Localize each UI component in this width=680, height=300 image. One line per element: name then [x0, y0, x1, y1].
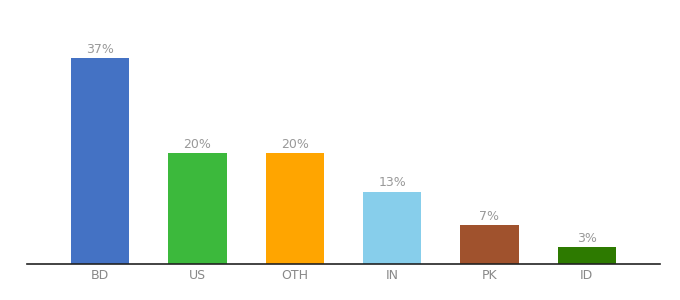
Text: 13%: 13%: [378, 176, 406, 190]
Text: 37%: 37%: [86, 43, 114, 56]
Bar: [71, 58, 129, 264]
Bar: [363, 192, 422, 264]
Bar: [558, 247, 616, 264]
Bar: [460, 225, 519, 264]
Bar: [265, 153, 324, 264]
Bar: [168, 153, 226, 264]
Text: 20%: 20%: [184, 138, 211, 151]
Text: 3%: 3%: [577, 232, 597, 245]
Text: 7%: 7%: [479, 210, 499, 223]
Text: 20%: 20%: [281, 138, 309, 151]
